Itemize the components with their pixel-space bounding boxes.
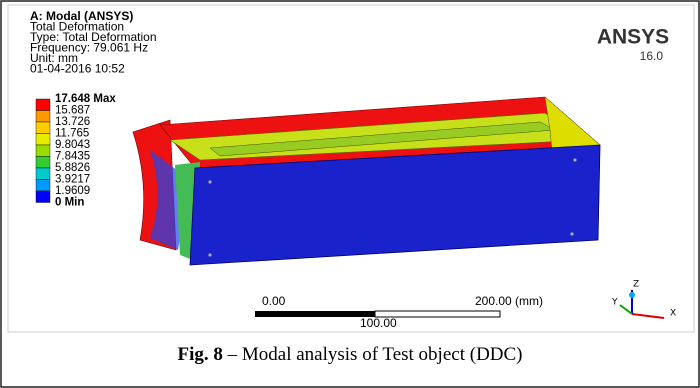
triad-x: X (670, 309, 676, 319)
model (133, 97, 600, 265)
scale-start: 0.00 (262, 294, 286, 308)
triad-z: Z (633, 280, 639, 290)
bolt (208, 180, 211, 183)
legend-swatch (36, 122, 50, 134)
legend-swatch (36, 99, 50, 111)
bolt (573, 158, 576, 161)
legend-swatch (36, 111, 50, 123)
legend-label: 15.687 (55, 105, 90, 117)
figure: A: Modal (ANSYS)Total DeformationType: T… (0, 0, 700, 388)
bolt (570, 232, 573, 235)
legend-label: 11.765 (55, 128, 89, 140)
scale-black (255, 311, 375, 317)
legend-swatch (36, 168, 50, 180)
legend-label: 0 Min (55, 197, 84, 209)
scale-end: 200.00 (mm) (475, 294, 543, 308)
legend-swatch (36, 145, 50, 157)
legend-label: 3.9217 (55, 174, 90, 186)
caption-text: – Modal analysis of Test object (DDC) (223, 344, 523, 365)
legend-label: 1.9609 (55, 185, 90, 197)
caption: Fig. 8 – Modal analysis of Test object (… (177, 344, 522, 365)
legend-swatch (36, 191, 50, 203)
header-line: 01-04-2016 10:52 (30, 62, 125, 76)
legend-label: 17.648 Max (55, 93, 116, 105)
legend-swatch (36, 157, 50, 169)
legend-label: 5.8826 (55, 162, 90, 174)
bolt (208, 253, 211, 256)
logo: ANSYS (597, 26, 669, 49)
triad-y: Y (611, 298, 618, 308)
triad-ball (629, 292, 635, 298)
scale-middle: 100.00 (360, 316, 397, 330)
legend-label: 13.726 (55, 116, 90, 128)
caption-label: Fig. 8 (177, 344, 222, 365)
logo-version: 16.0 (640, 49, 664, 63)
legend-swatch (36, 134, 50, 146)
legend-swatch (36, 180, 50, 192)
legend-label: 9.8043 (55, 139, 90, 151)
legend-label: 7.8435 (55, 151, 90, 163)
